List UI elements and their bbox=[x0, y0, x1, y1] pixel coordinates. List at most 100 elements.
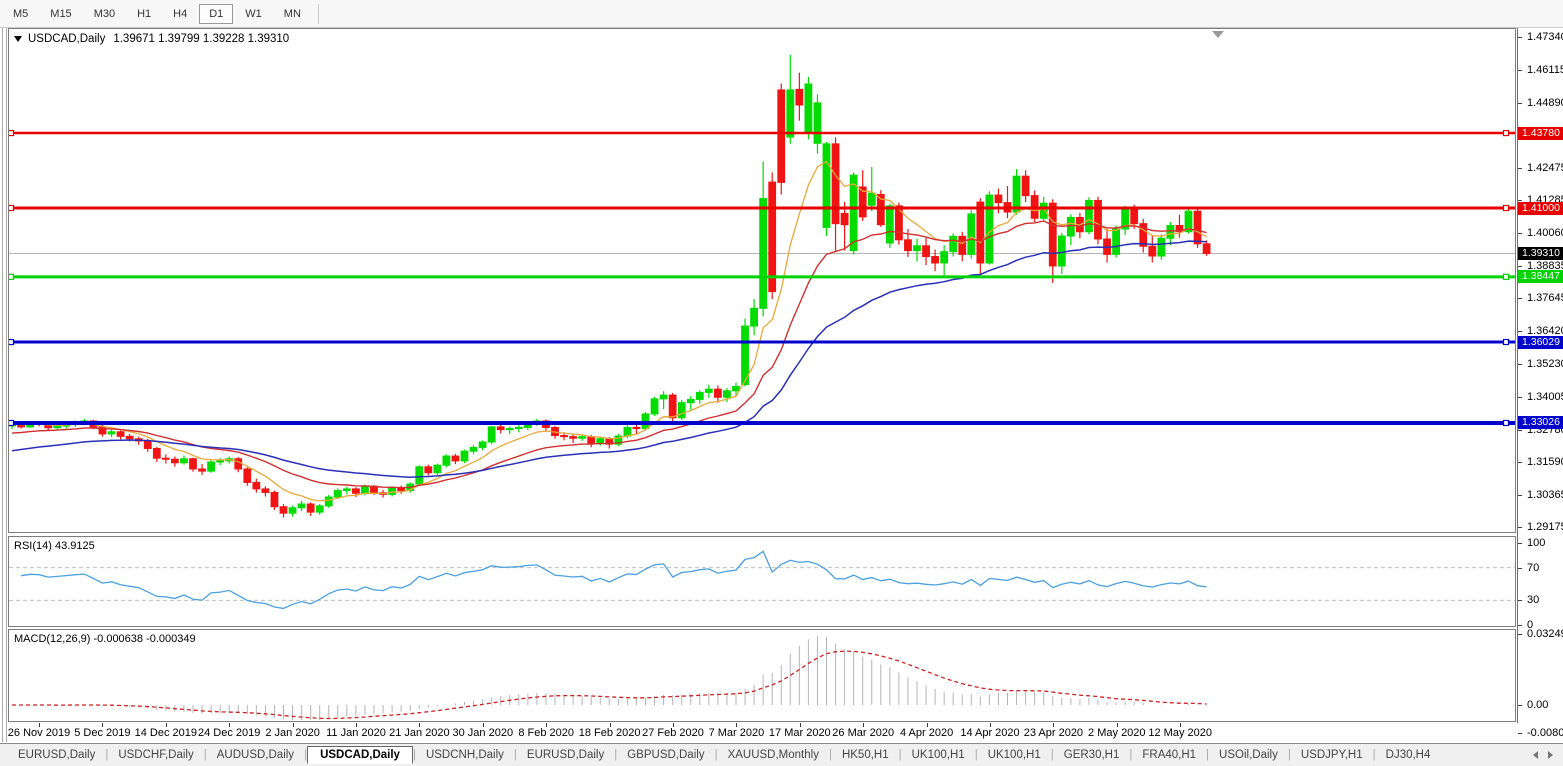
timeframe-button-m30[interactable]: M30 bbox=[93, 7, 116, 20]
chart-dropdown-icon[interactable] bbox=[14, 36, 22, 42]
chart-symbol-label: USDCAD,Daily bbox=[28, 33, 106, 45]
chart-tab-usdchf-daily[interactable]: USDCHF,Daily bbox=[118, 749, 194, 761]
divider bbox=[0, 743, 1563, 744]
current-price-badge: 1.39310 bbox=[1518, 247, 1563, 261]
price-tick-label: 1.38835 bbox=[1527, 260, 1563, 273]
tab-divider: | bbox=[304, 749, 308, 761]
date-tick-mark bbox=[673, 723, 674, 727]
axis-tick-mark bbox=[1518, 429, 1522, 431]
tab-divider: | bbox=[203, 749, 207, 761]
tab-divider: | bbox=[974, 749, 978, 761]
chart-tab-usoil-daily[interactable]: USOil,Daily bbox=[1219, 749, 1278, 761]
axis-tick-mark bbox=[1518, 363, 1522, 365]
date-tick-mark bbox=[356, 723, 357, 727]
axis-tick-mark bbox=[1518, 526, 1522, 528]
timeframe-button-w1[interactable]: W1 bbox=[245, 7, 262, 20]
chart-tab-eurusd-daily[interactable]: EURUSD,Daily bbox=[18, 749, 96, 761]
chart-tab-ger30-h1[interactable]: GER30,H1 bbox=[1063, 749, 1120, 761]
date-tick-mark bbox=[165, 723, 167, 727]
price-tick-label: 1.30365 bbox=[1527, 488, 1563, 501]
date-label: 23 Apr 2020 bbox=[1023, 727, 1084, 739]
tab-divider: | bbox=[1287, 749, 1291, 761]
date-tick-mark bbox=[482, 723, 484, 727]
macd-label: MACD(12,26,9) -0.000638 -0.000349 bbox=[14, 633, 196, 645]
chart-tab-fra40-h1[interactable]: FRA40,H1 bbox=[1142, 749, 1197, 761]
date-tick-mark bbox=[1116, 723, 1118, 727]
date-label: 26 Nov 2019 bbox=[7, 727, 71, 739]
date-tick-mark bbox=[926, 723, 928, 727]
date-tick-mark bbox=[1180, 723, 1182, 727]
axis-tick-mark bbox=[1518, 266, 1522, 268]
tab-divider: | bbox=[1129, 749, 1133, 761]
tab-divider: | bbox=[412, 749, 416, 761]
axis-tick-mark bbox=[1518, 705, 1522, 706]
price-tick-label: 1.46115 bbox=[1527, 64, 1563, 77]
chart-tab-audusd-daily[interactable]: AUDUSD,Daily bbox=[216, 749, 295, 761]
price-tick-label: 1.35230 bbox=[1527, 357, 1563, 370]
macd-pane[interactable] bbox=[8, 629, 1516, 722]
axis-tick-mark bbox=[1518, 600, 1522, 602]
chart-tab-usdcnh-daily[interactable]: USDCNH,Daily bbox=[425, 749, 504, 761]
main-chart-canvas[interactable] bbox=[9, 29, 1515, 532]
macd-values: -0.000638 -0.000349 bbox=[93, 633, 196, 645]
tab-scroll-arrows bbox=[1533, 751, 1563, 759]
tab-divider: | bbox=[1206, 749, 1210, 761]
tab-divider: | bbox=[898, 749, 902, 761]
rsi-scale-label: 100 bbox=[1527, 537, 1546, 549]
price-tick-label: 1.42475 bbox=[1527, 162, 1563, 175]
date-tick-mark bbox=[736, 723, 738, 727]
date-tick-mark bbox=[799, 723, 801, 727]
chart-tab-eurusd-daily[interactable]: EURUSD,Daily bbox=[526, 749, 605, 761]
chart-tab-hk50-h1[interactable]: HK50,H1 bbox=[841, 749, 889, 761]
axis-tick-mark bbox=[1518, 233, 1522, 235]
date-label: 14 Apr 2020 bbox=[960, 727, 1020, 739]
chart-tab-uk100-h1[interactable]: UK100,H1 bbox=[987, 749, 1041, 761]
date-axis[interactable]: 26 Nov 2019 5 Dec 2019 14 Dec 2019 24 Dec 2… bbox=[8, 723, 1517, 743]
tab-divider: | bbox=[714, 749, 718, 761]
rsi-canvas[interactable] bbox=[9, 537, 1515, 626]
date-label: 11 Jan 2020 bbox=[326, 727, 386, 739]
hline-price-badge: 1.41000 bbox=[1518, 201, 1563, 215]
rsi-scale-label: 0 bbox=[1527, 619, 1534, 631]
window-frame-line bbox=[6, 28, 7, 742]
hline-price-badge: 1.36029 bbox=[1518, 335, 1563, 349]
date-label: 26 Mar 2020 bbox=[832, 727, 895, 739]
toolbar-separator bbox=[317, 3, 319, 24]
axis-tick-mark bbox=[1518, 331, 1522, 333]
price-tick-label: 1.40060 bbox=[1527, 227, 1563, 240]
macd-scale-label: -0.00808 bbox=[1527, 727, 1563, 739]
date-tick-mark bbox=[39, 723, 40, 727]
rsi-label: RSI(14) 43.9125 bbox=[14, 540, 95, 552]
date-label: 7 Mar 2020 bbox=[708, 727, 765, 739]
macd-scale-label: 0.032493 bbox=[1527, 628, 1563, 640]
date-tick-mark bbox=[102, 723, 104, 727]
axis-tick-mark bbox=[1518, 461, 1522, 463]
timeframe-button-mn[interactable]: MN bbox=[283, 7, 301, 20]
chart-tab-uk100-h1[interactable]: UK100,H1 bbox=[911, 749, 965, 761]
chart-tab-dj30-h4[interactable]: DJ30,H4 bbox=[1385, 749, 1431, 761]
timeframe-button-h1[interactable]: H1 bbox=[137, 7, 152, 20]
hline-price-badge: 1.33026 bbox=[1518, 416, 1563, 430]
rsi-pane[interactable] bbox=[8, 536, 1516, 627]
timeframe-button-m5[interactable]: M5 bbox=[13, 7, 29, 20]
chart-tab-usdjpy-h1[interactable]: USDJPY,H1 bbox=[1300, 749, 1363, 761]
timeframe-button-h4[interactable]: H4 bbox=[173, 7, 188, 20]
timeframe-button-d1[interactable]: D1 bbox=[199, 3, 234, 24]
date-tick-mark bbox=[292, 723, 294, 727]
chart-tab-gbpusd-daily[interactable]: GBPUSD,Daily bbox=[627, 749, 705, 761]
tab-scroll-right-icon[interactable] bbox=[1548, 751, 1553, 759]
price-axis[interactable]: 1.47340 1.46115 1.44890 1.42475 1.41285 1.400… bbox=[1517, 28, 1563, 739]
date-label: 2 May 2020 bbox=[1088, 727, 1146, 739]
axis-tick-mark bbox=[1518, 70, 1522, 72]
chart-tab-xauusd-monthly[interactable]: XAUUSD,Monthly bbox=[727, 749, 819, 761]
main-chart-pane[interactable] bbox=[8, 28, 1516, 533]
date-label: 12 May 2020 bbox=[1148, 727, 1212, 739]
macd-canvas[interactable] bbox=[9, 630, 1515, 721]
date-tick-mark bbox=[863, 723, 865, 727]
date-label: 4 Apr 2020 bbox=[899, 727, 954, 739]
chart-tab-usdcad-daily[interactable]: USDCAD,Daily bbox=[307, 746, 413, 764]
tab-scroll-left-icon[interactable] bbox=[1533, 751, 1538, 759]
price-tick-label: 1.47340 bbox=[1527, 31, 1563, 44]
timeframe-button-m15[interactable]: M15 bbox=[50, 7, 72, 20]
